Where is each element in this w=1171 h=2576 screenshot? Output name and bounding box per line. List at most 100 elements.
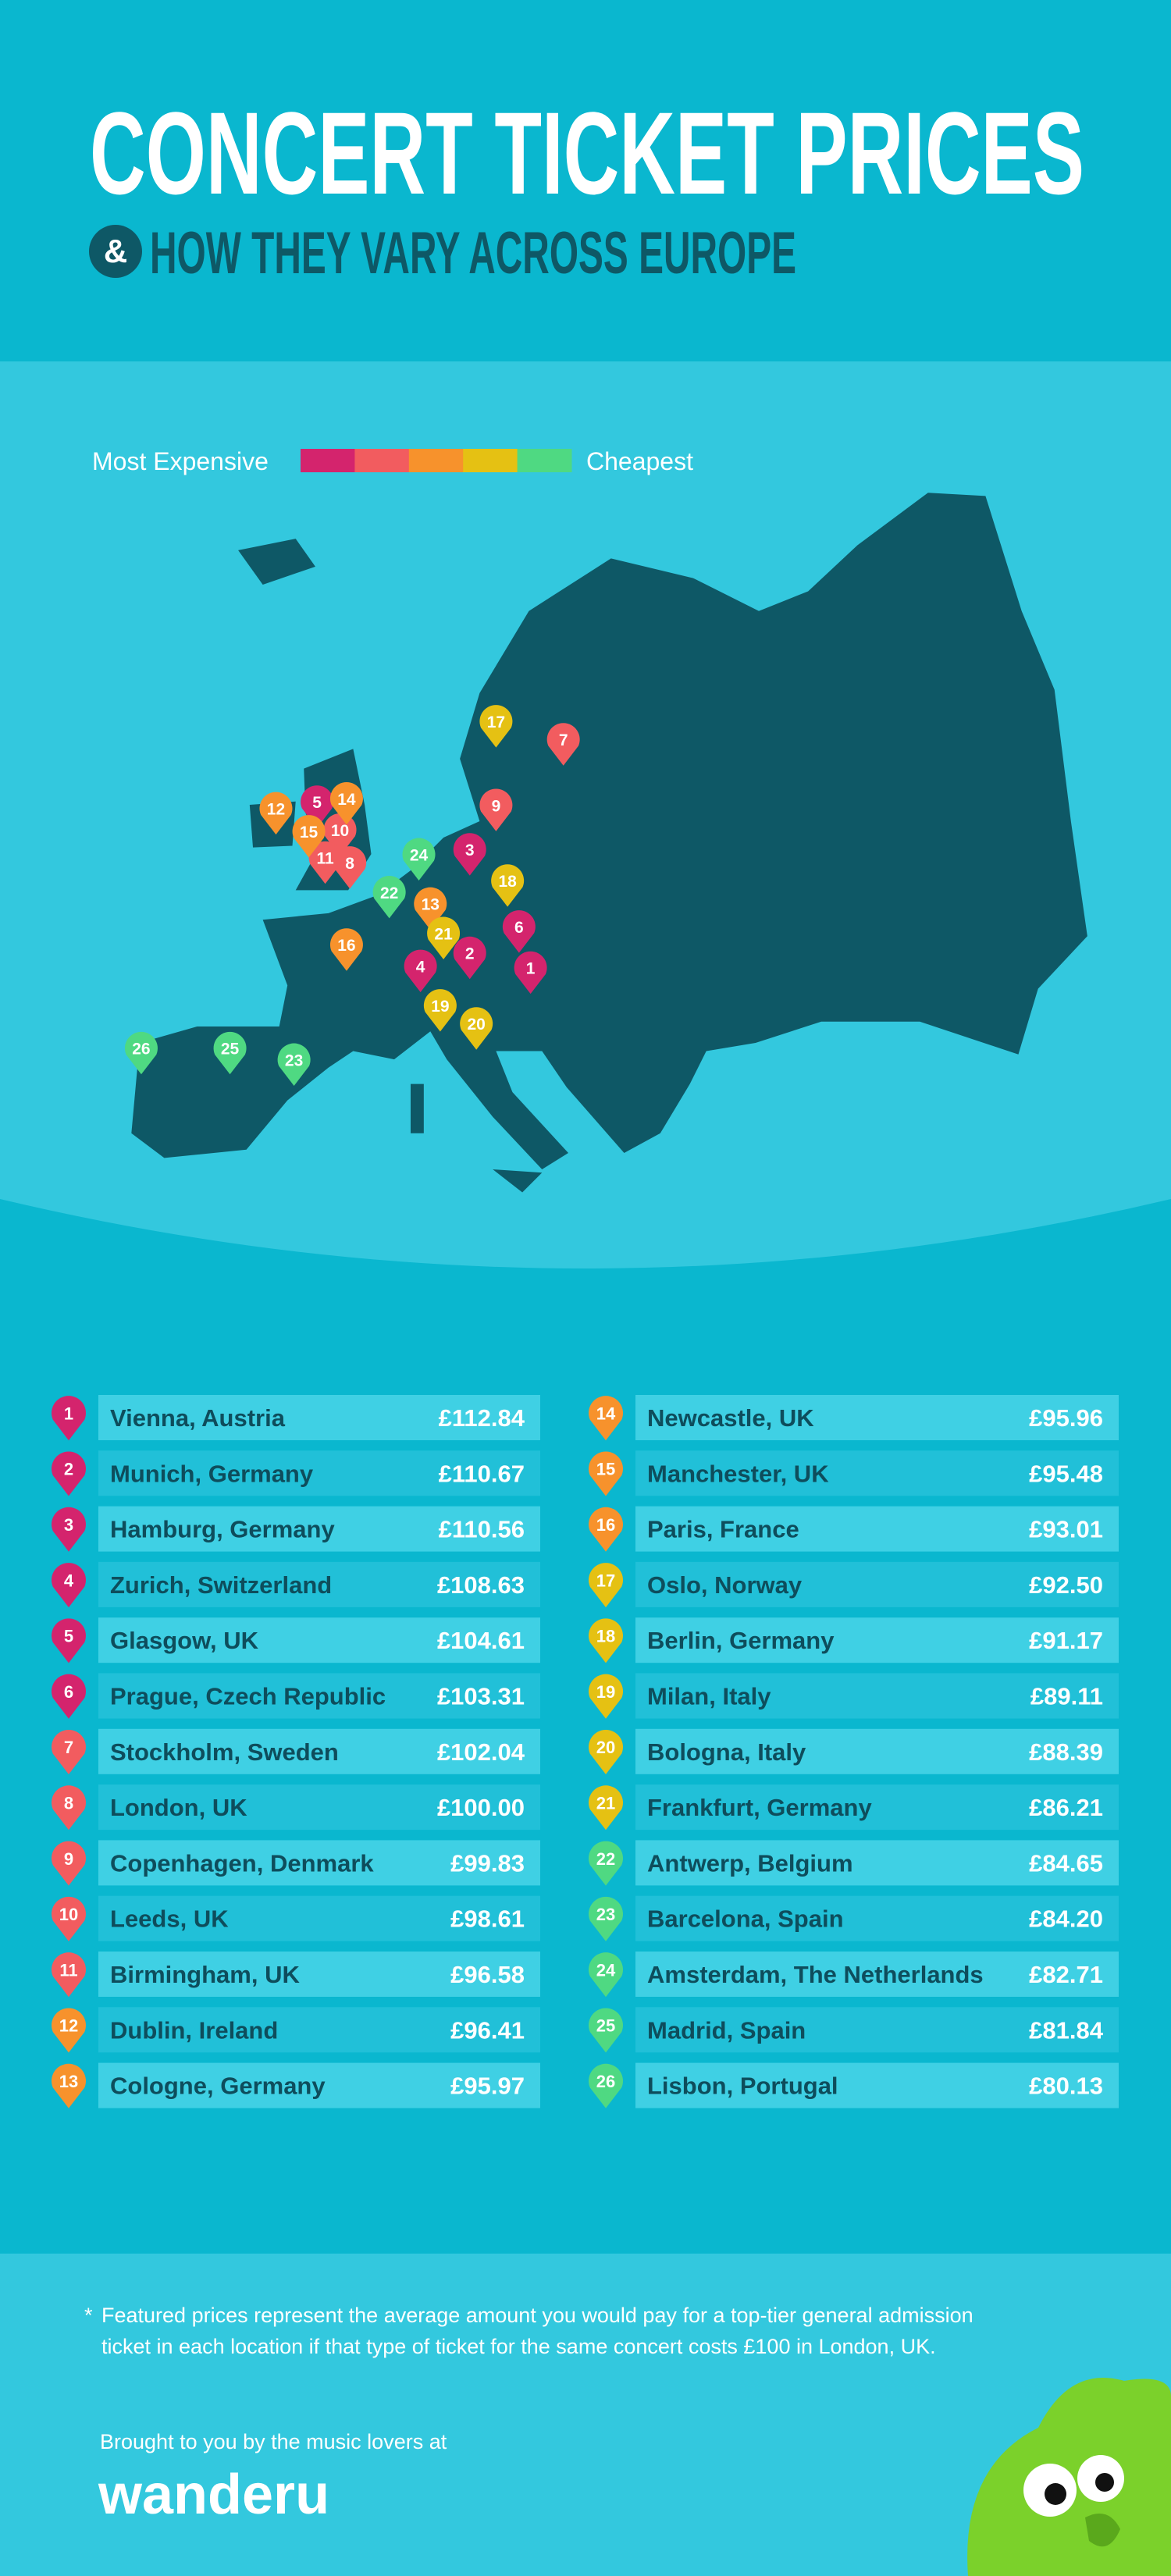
row-bar xyxy=(635,1784,1119,1831)
city: Paris, France xyxy=(647,1516,799,1543)
pin xyxy=(51,1952,87,1998)
pin-number: 10 xyxy=(331,822,349,840)
city: Vienna, Austria xyxy=(110,1404,286,1432)
pin xyxy=(589,1396,623,1441)
pin-number: 4 xyxy=(64,1571,74,1590)
ranking-row: 3 Hamburg, Germany £110.56 xyxy=(51,1506,540,1552)
ranking-row: 19 Milan, Italy £89.11 xyxy=(589,1673,1119,1719)
title: CONCERT TICKET PRICES xyxy=(90,87,1084,219)
pin xyxy=(51,2063,87,2108)
pin-number: 11 xyxy=(316,850,334,868)
ranking-row: 18 Berlin, Germany £91.17 xyxy=(589,1617,1119,1663)
row-bar xyxy=(98,1561,540,1607)
pin-number: 19 xyxy=(431,998,449,1016)
pin xyxy=(453,833,486,876)
city: Milan, Italy xyxy=(647,1683,771,1710)
pin xyxy=(491,864,525,907)
pin xyxy=(460,1007,493,1050)
ranking-row: 7 Stockholm, Sweden £102.04 xyxy=(51,1728,540,1774)
row-bar xyxy=(635,1617,1119,1663)
city: Glasgow, UK xyxy=(110,1627,259,1654)
footnote-line: ticket in each location if that type of … xyxy=(101,2335,936,2358)
price: £112.84 xyxy=(439,1404,525,1432)
footnote-line: Featured prices represent the average am… xyxy=(101,2304,973,2327)
row-bar xyxy=(98,1840,540,1886)
legend-bar xyxy=(301,449,572,472)
pin-number: 13 xyxy=(59,2072,78,2091)
pin-number: 25 xyxy=(596,2016,615,2036)
ranking-row: 2 Munich, Germany £110.67 xyxy=(51,1450,540,1496)
ranking-row: 9 Copenhagen, Denmark £99.83 xyxy=(51,1840,540,1886)
city: Oslo, Norway xyxy=(647,1571,803,1599)
city: Copenhagen, Denmark xyxy=(110,1849,374,1877)
pin-number: 19 xyxy=(596,1682,615,1702)
pin xyxy=(453,936,486,980)
pin-number: 22 xyxy=(596,1849,615,1869)
map-pins: 1234567891011121314151617181920212223242… xyxy=(124,705,580,1086)
pin-number: 15 xyxy=(300,824,319,841)
price: £95.48 xyxy=(1029,1460,1103,1487)
pin xyxy=(589,2008,623,2053)
pin-number: 3 xyxy=(465,841,475,859)
pin xyxy=(589,1729,623,1774)
pin xyxy=(213,1031,247,1075)
pin xyxy=(514,951,547,994)
pin-number: 7 xyxy=(64,1738,73,1757)
row-bar xyxy=(98,1728,540,1774)
pin xyxy=(51,1451,87,1496)
pin-number: 18 xyxy=(498,873,517,891)
ranking-row: 10 Leeds, UK £98.61 xyxy=(51,1895,540,1941)
pin xyxy=(51,1674,87,1719)
pin-number: 24 xyxy=(410,846,429,864)
ampersand-badge xyxy=(89,225,142,278)
ranking-row: 21 Frankfurt, Germany £86.21 xyxy=(589,1784,1119,1831)
row-bar xyxy=(98,1895,540,1941)
city: Manchester, UK xyxy=(647,1460,829,1487)
city: Berlin, Germany xyxy=(647,1627,835,1654)
legend-start: Most Expensive xyxy=(92,447,269,475)
pin xyxy=(51,1563,87,1608)
ranking-row: 20 Bologna, Italy £88.39 xyxy=(589,1728,1119,1774)
footnote-marker: * xyxy=(84,2304,93,2327)
row-bar xyxy=(635,1952,1119,1997)
pin xyxy=(51,1507,87,1552)
pin xyxy=(51,1841,87,1886)
city: London, UK xyxy=(110,1794,247,1821)
pin xyxy=(329,782,363,825)
pin-number: 7 xyxy=(559,731,568,749)
pin xyxy=(404,949,437,993)
price: £96.58 xyxy=(450,1961,525,1988)
ranking-row: 17 Oslo, Norway £92.50 xyxy=(589,1561,1119,1608)
pin xyxy=(479,705,513,748)
pin xyxy=(589,1618,623,1663)
pin xyxy=(402,838,436,881)
ampersand: & xyxy=(104,233,127,269)
pin-number: 9 xyxy=(492,797,501,815)
pin-number: 24 xyxy=(596,1960,616,1980)
city: Munich, Germany xyxy=(110,1460,314,1487)
pin-number: 17 xyxy=(596,1571,615,1590)
ranking-row: 16 Paris, France £93.01 xyxy=(589,1506,1119,1552)
row-bar xyxy=(98,1952,540,1997)
rankings-list: 1 Vienna, Austria £112.84 2 Munich, Germany £… xyxy=(51,1395,1119,2108)
legend-end: Cheapest xyxy=(586,447,693,475)
pin-number: 20 xyxy=(596,1738,615,1757)
pin xyxy=(589,1896,623,1941)
pin-number: 4 xyxy=(416,958,425,976)
price: £102.04 xyxy=(437,1738,525,1766)
ranking-row: 26 Lisbon, Portugal £80.13 xyxy=(589,2062,1119,2108)
pin-number: 10 xyxy=(59,1905,78,1924)
price: £91.17 xyxy=(1029,1627,1103,1654)
price: £80.13 xyxy=(1029,2073,1103,2100)
pin-number: 1 xyxy=(64,1404,73,1423)
pin xyxy=(292,815,326,858)
row-bar xyxy=(98,2007,540,2053)
city: Dublin, Ireland xyxy=(110,2016,278,2044)
ranking-row: 22 Antwerp, Belgium £84.65 xyxy=(589,1840,1119,1886)
pin-number: 20 xyxy=(467,1016,485,1034)
ranking-row: 15 Manchester, UK £95.48 xyxy=(589,1450,1119,1496)
pin-number: 17 xyxy=(487,713,505,731)
pin xyxy=(323,813,357,856)
pin xyxy=(259,792,293,835)
